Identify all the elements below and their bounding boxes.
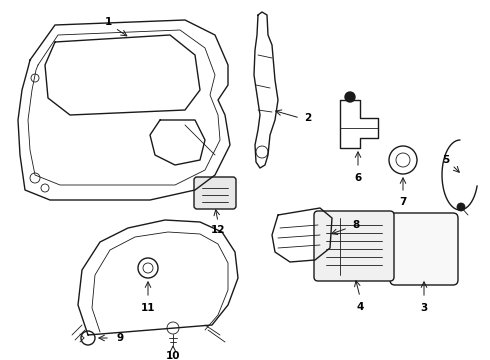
- Text: 10: 10: [166, 351, 180, 360]
- Text: 9: 9: [117, 333, 123, 343]
- Text: 11: 11: [141, 303, 155, 313]
- Text: 7: 7: [399, 197, 407, 207]
- Text: 1: 1: [104, 17, 112, 27]
- Text: 6: 6: [354, 173, 362, 183]
- Circle shape: [345, 92, 355, 102]
- Text: 3: 3: [420, 303, 428, 313]
- FancyBboxPatch shape: [194, 177, 236, 209]
- Text: 5: 5: [442, 155, 450, 165]
- FancyBboxPatch shape: [314, 211, 394, 281]
- Text: 4: 4: [356, 302, 364, 312]
- Text: 12: 12: [211, 225, 225, 235]
- Circle shape: [457, 203, 465, 211]
- Text: 8: 8: [352, 220, 360, 230]
- FancyBboxPatch shape: [390, 213, 458, 285]
- Text: 2: 2: [304, 113, 312, 123]
